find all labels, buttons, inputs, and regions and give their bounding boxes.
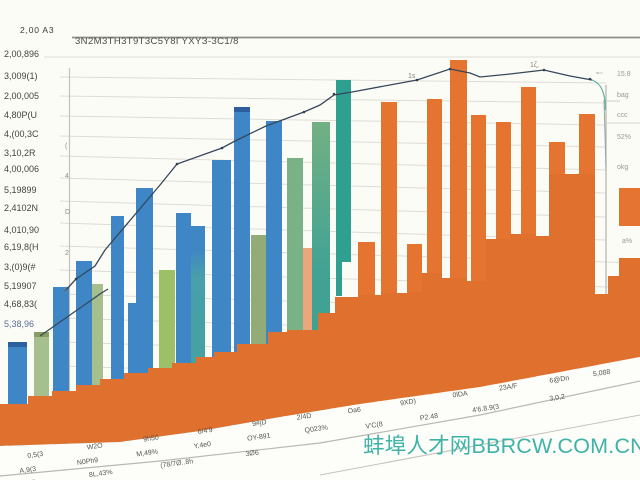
svg-text:D: D <box>65 209 70 216</box>
svg-text:3,10,2R: 3,10,2R <box>4 148 36 158</box>
svg-text:(78/7Ø..8h: (78/7Ø..8h <box>160 458 194 469</box>
svg-text:5,19899: 5,19899 <box>4 185 37 195</box>
svg-text:okg: okg <box>617 164 628 171</box>
svg-text:蚌埠人才网BBRCW.COM.CN: 蚌埠人才网BBRCW.COM.CN <box>363 434 640 458</box>
svg-text:A,9(3: A,9(3 <box>19 466 37 475</box>
svg-text:4,010,90: 4,010,90 <box>4 225 39 235</box>
svg-text:6/4'9: 6/4'9 <box>197 427 213 436</box>
svg-text:9XD): 9XD) <box>400 398 417 407</box>
svg-text:9h50: 9h50 <box>143 434 160 443</box>
svg-text:4,00,006: 4,00,006 <box>4 164 39 174</box>
svg-text:a%: a% <box>622 238 632 245</box>
svg-text:2,4102N: 2,4102N <box>4 203 38 213</box>
svg-text:N0Ph9: N0Ph9 <box>77 457 99 467</box>
svg-text:6@Dn: 6@Dn <box>549 375 570 385</box>
svg-text:4: 4 <box>65 173 69 180</box>
svg-text:M,49%: M,49% <box>136 449 159 459</box>
svg-text:0,5(3: 0,5(3 <box>27 451 44 460</box>
svg-text:bag: bag <box>617 92 629 99</box>
svg-text:5,088: 5,088 <box>593 369 611 379</box>
svg-text:1s: 1s <box>408 73 416 80</box>
svg-text:Oa6: Oa6 <box>347 406 361 415</box>
svg-text:2/4D: 2/4D <box>296 413 312 422</box>
svg-text:4,(00,3C: 4,(00,3C <box>4 129 39 139</box>
svg-text:ccc: ccc <box>617 112 628 119</box>
svg-text:W2O: W2O <box>86 442 103 451</box>
svg-text:5,38,96: 5,38,96 <box>4 319 34 329</box>
svg-text:15.8: 15.8 <box>617 71 631 78</box>
svg-text:4'6.8.9(3: 4'6.8.9(3 <box>472 404 500 415</box>
svg-text:23A/F: 23A/F <box>499 383 519 393</box>
svg-text:2: 2 <box>65 250 69 257</box>
svg-text:4,80P(U: 4,80P(U <box>4 110 37 120</box>
svg-text:5,19907: 5,19907 <box>4 281 37 291</box>
svg-text:3,009(1): 3,009(1) <box>4 71 38 81</box>
svg-text:V'C(8: V'C(8 <box>365 421 383 431</box>
svg-text:=~: =~ <box>596 71 604 77</box>
svg-text:Q023%: Q023% <box>304 424 328 434</box>
svg-text:(: ( <box>65 143 68 150</box>
svg-text:P2.48: P2.48 <box>419 413 438 423</box>
svg-text:4,68,83(: 4,68,83( <box>4 299 37 309</box>
svg-text:3,(0)9(#: 3,(0)9(# <box>4 262 36 272</box>
svg-text:3Ø6: 3Ø6 <box>245 449 259 458</box>
svg-text:3Ν2Μ3ΤΗ3Τ9Τ3C5Y8ΓYΧYЗ-3C1/8: 3Ν2Μ3ΤΗ3Τ9Τ3C5Y8ΓYΧYЗ-3C1/8 <box>75 36 239 47</box>
svg-text:3,0,2: 3,0,2 <box>549 394 566 403</box>
svg-text:OY-891: OY-891 <box>247 433 271 443</box>
svg-text:8L,43%: 8L,43% <box>89 469 113 479</box>
svg-text:2,00,005: 2,00,005 <box>4 91 39 101</box>
svg-text:9#jD: 9#jD <box>252 419 267 428</box>
svg-text:2,00,896: 2,00,896 <box>4 49 39 59</box>
svg-text:1ζ,: 1ζ, <box>530 62 539 69</box>
svg-text:2,00 A3: 2,00 A3 <box>20 25 54 35</box>
svg-text:0lDA: 0lDA <box>452 390 468 399</box>
svg-text:Y,4e0: Y,4e0 <box>193 441 211 450</box>
svg-text:6,19,8(H: 6,19,8(H <box>4 242 39 252</box>
svg-text:52%: 52% <box>617 134 631 141</box>
svg-text:|: | <box>65 287 67 294</box>
